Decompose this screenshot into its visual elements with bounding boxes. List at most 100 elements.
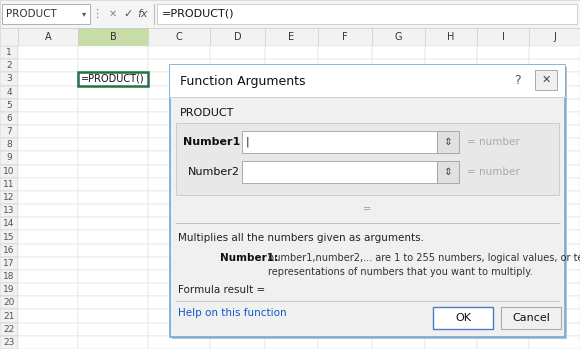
Bar: [18, 151, 78, 165]
Bar: [372, 28, 425, 46]
Bar: [318, 244, 372, 257]
Bar: [265, 204, 318, 217]
Bar: [148, 296, 210, 310]
Bar: [372, 257, 425, 270]
Bar: [265, 59, 318, 72]
Bar: [210, 296, 265, 310]
Bar: [477, 138, 529, 151]
Bar: [265, 310, 318, 323]
Bar: [18, 72, 78, 86]
Bar: [477, 165, 529, 178]
Bar: [242, 161, 437, 183]
Bar: [148, 191, 210, 204]
Bar: [318, 230, 372, 244]
Bar: [318, 270, 372, 283]
Bar: [265, 138, 318, 151]
Bar: [78, 270, 148, 283]
Bar: [148, 72, 210, 86]
Text: =: =: [364, 204, 372, 214]
Bar: [477, 204, 529, 217]
Bar: [477, 46, 529, 59]
Text: ✕: ✕: [541, 75, 550, 85]
Bar: [477, 310, 529, 323]
Bar: [529, 336, 580, 349]
Bar: [78, 28, 148, 46]
Text: = number: = number: [467, 137, 520, 147]
Bar: [529, 46, 580, 59]
Bar: [265, 72, 318, 86]
Bar: [78, 204, 148, 217]
Bar: [425, 112, 477, 125]
Bar: [529, 323, 580, 336]
Bar: [210, 230, 265, 244]
Bar: [477, 257, 529, 270]
Bar: [477, 151, 529, 165]
Bar: [529, 125, 580, 138]
Text: C: C: [176, 32, 182, 42]
Text: ✕: ✕: [109, 9, 117, 19]
Bar: [425, 244, 477, 257]
Bar: [148, 178, 210, 191]
Bar: [265, 244, 318, 257]
Bar: [148, 283, 210, 296]
Bar: [425, 99, 477, 112]
Bar: [0, 86, 18, 99]
Text: E: E: [288, 32, 295, 42]
Text: I: I: [502, 32, 505, 42]
Bar: [437, 131, 459, 153]
Bar: [529, 230, 580, 244]
Bar: [425, 86, 477, 99]
Bar: [18, 178, 78, 191]
Bar: [18, 310, 78, 323]
Bar: [18, 270, 78, 283]
Text: ⇕: ⇕: [444, 137, 452, 147]
Bar: [148, 270, 210, 283]
Bar: [18, 86, 78, 99]
Bar: [477, 296, 529, 310]
Bar: [148, 310, 210, 323]
Bar: [78, 178, 148, 191]
Bar: [477, 112, 529, 125]
Bar: [477, 72, 529, 86]
Bar: [529, 217, 580, 230]
Bar: [318, 178, 372, 191]
Bar: [148, 244, 210, 257]
Bar: [265, 217, 318, 230]
Bar: [210, 257, 265, 270]
Bar: [0, 112, 18, 125]
Bar: [148, 112, 210, 125]
Text: fx: fx: [138, 9, 148, 19]
Text: 2: 2: [6, 61, 12, 70]
Bar: [18, 283, 78, 296]
Bar: [372, 46, 425, 59]
Text: ⋮: ⋮: [92, 9, 103, 19]
Bar: [210, 86, 265, 99]
Bar: [0, 257, 18, 270]
Bar: [210, 138, 265, 151]
Text: G: G: [395, 32, 403, 42]
Bar: [425, 336, 477, 349]
Bar: [148, 138, 210, 151]
Text: J: J: [553, 32, 556, 42]
Text: 3: 3: [6, 74, 12, 83]
Text: Multiplies all the numbers given as arguments.: Multiplies all the numbers given as argu…: [178, 233, 424, 243]
Bar: [265, 125, 318, 138]
Bar: [0, 46, 18, 59]
Bar: [529, 151, 580, 165]
Bar: [425, 165, 477, 178]
Bar: [425, 283, 477, 296]
Bar: [148, 257, 210, 270]
Text: Help on this function: Help on this function: [178, 308, 287, 318]
Text: ✓: ✓: [124, 9, 133, 19]
Bar: [2, 4, 90, 24]
Text: 16: 16: [3, 246, 15, 255]
Bar: [318, 257, 372, 270]
Bar: [78, 310, 148, 323]
Bar: [265, 257, 318, 270]
Bar: [425, 151, 477, 165]
Bar: [265, 151, 318, 165]
Bar: [78, 72, 148, 86]
Bar: [437, 161, 459, 183]
Bar: [0, 138, 18, 151]
Text: PRODUCT: PRODUCT: [6, 9, 57, 19]
